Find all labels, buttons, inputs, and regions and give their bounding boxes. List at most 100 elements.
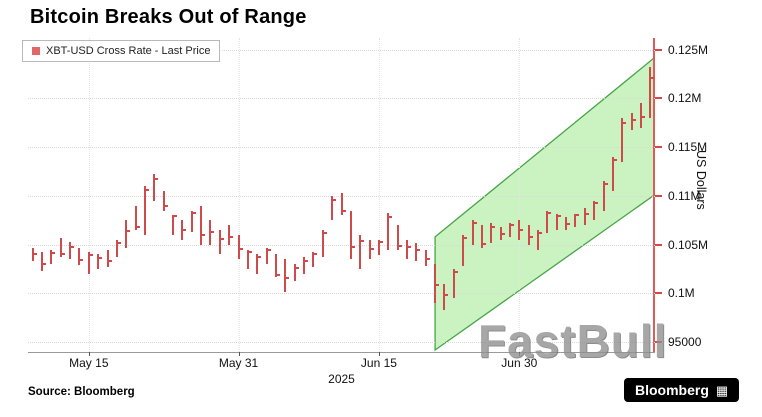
price-bar: [312, 251, 315, 268]
close-tick: [285, 276, 290, 279]
y-tick-mark: [655, 341, 662, 344]
close-tick: [425, 258, 430, 261]
price-bar: [387, 212, 390, 250]
y-tick-label: 0.115M: [668, 140, 708, 155]
price-bar: [508, 223, 511, 237]
price-bar: [284, 259, 287, 292]
price-bar: [443, 283, 446, 311]
y-axis-line: [653, 38, 655, 352]
close-tick: [463, 236, 468, 239]
price-bar: [480, 225, 483, 248]
y-tick-mark: [655, 194, 662, 197]
close-tick: [79, 259, 84, 262]
price-bar: [611, 156, 614, 192]
close-tick: [538, 232, 543, 235]
price-bar: [237, 234, 240, 260]
bloomberg-logo: Bloomberg ▦: [624, 378, 740, 402]
close-tick: [182, 229, 187, 232]
price-bar: [97, 254, 100, 270]
legend-marker-icon: [32, 47, 40, 55]
price-bar: [172, 215, 175, 235]
price-bar: [593, 200, 596, 221]
close-tick: [275, 273, 280, 276]
x-tick-label: May 15: [69, 356, 109, 370]
price-bar: [115, 239, 118, 258]
price-bar: [246, 249, 249, 270]
price-bar: [331, 195, 334, 221]
x-tick-mark: [378, 352, 380, 356]
close-tick: [154, 178, 159, 181]
close-tick: [519, 229, 524, 232]
y-tick-label: 95000: [668, 335, 702, 350]
close-tick: [247, 250, 252, 253]
close-tick: [266, 248, 271, 251]
price-bar: [41, 251, 44, 272]
price-bar: [228, 225, 231, 245]
close-tick: [594, 201, 599, 204]
price-bar: [415, 242, 418, 262]
close-tick: [444, 294, 449, 297]
close-tick: [575, 214, 580, 217]
h-gridline: [28, 342, 655, 344]
v-gridline: [378, 38, 380, 352]
source-label: Source: Bloomberg: [28, 386, 135, 398]
close-tick: [257, 256, 262, 259]
close-tick: [397, 244, 402, 247]
price-bar: [377, 239, 380, 256]
x-tick-label: Jun 15: [360, 356, 397, 370]
close-tick: [88, 254, 93, 257]
price-bar: [546, 210, 549, 234]
close-tick: [566, 223, 571, 226]
price-bar: [256, 254, 259, 274]
price-bar: [574, 213, 577, 228]
y-tick-mark: [655, 146, 662, 149]
y-axis-title: US Dollars: [694, 150, 708, 210]
y-tick-mark: [655, 243, 662, 246]
close-tick: [341, 209, 346, 212]
price-bar: [471, 220, 474, 245]
bloomberg-logo-text: Bloomberg: [635, 382, 709, 398]
close-tick: [116, 241, 121, 244]
y-tick-label: 0.1M: [668, 286, 695, 301]
close-tick: [584, 212, 589, 215]
x-axis: May 15 May 31 Jun 15 Jun 30: [28, 352, 655, 371]
x-tick-mark: [519, 352, 521, 356]
trend-channel: [434, 56, 655, 352]
price-bar: [406, 239, 408, 260]
close-tick: [70, 245, 75, 248]
close-tick: [313, 252, 318, 255]
y-axis: 95000 0.1M 0.105M 0.11M 0.115M 0.12M 0.125M: [655, 38, 761, 352]
trend-channel-polygon: [434, 56, 655, 352]
x-tick-label: Jun 30: [501, 356, 538, 370]
price-bar: [78, 247, 81, 266]
y-tick-label: 0.105M: [668, 237, 709, 252]
price-bar: [265, 247, 268, 265]
close-tick: [191, 211, 196, 214]
plot-area: [28, 38, 655, 353]
close-tick: [547, 211, 552, 214]
close-tick: [126, 230, 131, 233]
close-tick: [32, 253, 37, 256]
price-bar: [50, 249, 53, 265]
price-bar: [527, 225, 530, 245]
chart-title: Bitcoin Breaks Out of Range: [30, 6, 307, 28]
close-tick: [173, 215, 178, 218]
price-bar: [200, 205, 203, 245]
v-gridline: [238, 38, 240, 352]
h-gridline: [28, 244, 655, 246]
y-tick-mark: [655, 97, 662, 100]
x-tick-mark: [238, 352, 240, 356]
close-tick: [472, 222, 477, 225]
legend-label: XBT-USD Cross Rate - Last Price: [46, 45, 211, 57]
price-bar: [452, 269, 455, 299]
close-tick: [210, 231, 215, 234]
price-bar: [396, 225, 399, 250]
close-tick: [528, 235, 533, 238]
close-tick: [322, 232, 327, 235]
close-tick: [369, 247, 374, 250]
price-bar: [321, 230, 324, 258]
price-bar: [125, 220, 128, 248]
price-bar: [87, 251, 90, 274]
close-tick: [42, 263, 47, 266]
close-tick: [491, 226, 496, 229]
